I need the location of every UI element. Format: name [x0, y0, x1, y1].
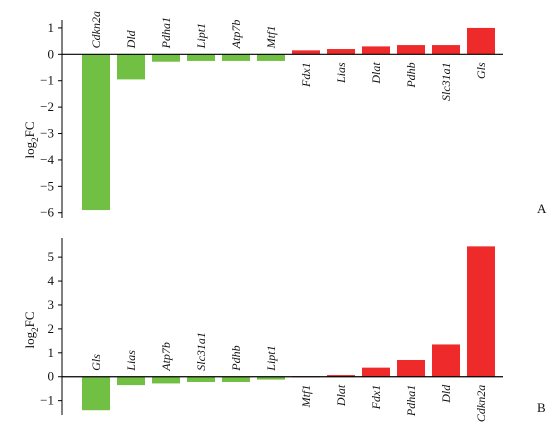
chart-panel-b: 5 4 3 2 1 0 −1 Gls Lias Atp7b Slc31a1 Pdhb Lipt1 Mtf1… [22, 238, 546, 422]
bar-fdx1 [292, 50, 320, 55]
category-label: Cdkn2a [89, 11, 103, 48]
category-label: Lipt1 [264, 345, 278, 371]
bar-dlat [327, 375, 355, 377]
y-tick-label: 1 [48, 20, 55, 35]
y-tick-label: 1 [48, 345, 55, 360]
y-tick-label: 0 [48, 369, 55, 384]
bar-dld [432, 344, 460, 377]
y-tick-label: 2 [48, 321, 55, 336]
y-tick-label: −5 [40, 178, 54, 193]
y-tick-label: −4 [40, 152, 54, 167]
y-axis-title-suffix: FC [22, 121, 37, 137]
bar-pdha1 [152, 54, 180, 62]
y-tick-label: 0 [48, 46, 55, 61]
category-label: Atp7b [229, 20, 243, 50]
category-label: Fdx1 [369, 385, 383, 411]
y-tick-label: −2 [40, 99, 54, 114]
bar-lipt1 [187, 54, 215, 61]
y-axis-title-subscript: 2 [30, 327, 40, 332]
bar-lipt1 [257, 376, 285, 380]
bar-pdhb [222, 376, 250, 382]
bar-atp7b [222, 54, 250, 61]
chart-panel-a: 1 0 −1 −2 −3 −4 −5 −6 Cdkn2a Dld Pdha1 Lipt1 Atp7b Mt… [22, 11, 547, 220]
y-tick-label: 4 [48, 273, 55, 288]
category-label: Dlat [334, 384, 348, 407]
bar-mtf1 [257, 54, 285, 61]
y-axis-title-subscript: 2 [30, 137, 40, 142]
category-label: Dlat [369, 62, 383, 85]
bar-pdhb [397, 45, 425, 55]
y-axis-title-main: log [22, 141, 37, 158]
bar-cdkn2a [467, 246, 495, 377]
bar-cdkn2a [82, 54, 110, 211]
category-label: Mtf1 [299, 385, 313, 409]
y-axis-title-main: log [22, 331, 37, 348]
category-label: Slc31a1 [439, 62, 453, 101]
y-tick-label: 3 [48, 297, 55, 312]
category-label: Pdha1 [404, 385, 418, 417]
bar-atp7b [152, 376, 180, 384]
category-label: Pdhb [404, 62, 418, 88]
y-tick-label: 5 [48, 249, 55, 264]
category-label: Atp7b [159, 342, 173, 372]
bar-slc31a1 [187, 376, 215, 382]
y-tick-label: −1 [40, 393, 54, 408]
bar-lias [117, 376, 145, 386]
panel-label: A [537, 201, 547, 216]
category-label: Pdha1 [159, 17, 173, 49]
bar-fdx1 [362, 367, 390, 377]
y-tick-label: −6 [40, 205, 54, 220]
bar-gls [82, 376, 110, 411]
bar-dld [117, 54, 145, 80]
category-label: Dld [439, 384, 453, 404]
bar-dlat [362, 46, 390, 55]
y-tick-label: −3 [40, 126, 54, 141]
y-axis-title: log2FC [22, 311, 40, 348]
y-axis-title: log2FC [22, 121, 40, 158]
y-tick-label: −1 [40, 73, 54, 88]
bar-slc31a1 [432, 45, 460, 55]
bar-gls [467, 27, 495, 55]
bar-lias [327, 49, 355, 55]
category-label: Pdhb [229, 345, 243, 371]
category-label: Lias [334, 62, 348, 84]
category-label: Lias [124, 350, 138, 372]
category-label: Slc31a1 [194, 332, 208, 371]
category-label: Cdkn2a [474, 385, 488, 422]
category-label: Gls [89, 354, 103, 371]
category-label: Dld [124, 29, 138, 49]
bar-pdha1 [397, 359, 425, 377]
category-label: Lipt1 [194, 23, 208, 49]
category-label: Gls [474, 62, 488, 79]
category-label: Fdx1 [299, 62, 313, 88]
category-label: Mtf1 [264, 26, 278, 50]
y-axis-title-suffix: FC [22, 311, 37, 327]
panel-label: B [537, 400, 546, 415]
